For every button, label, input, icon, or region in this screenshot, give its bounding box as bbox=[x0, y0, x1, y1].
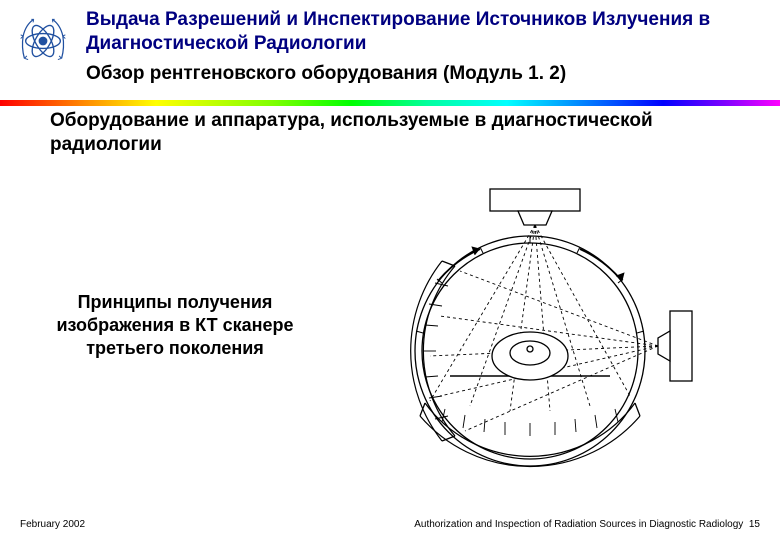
footer-source: Authorization and Inspection of Radiatio… bbox=[414, 519, 760, 530]
slide-footer: February 2002 Authorization and Inspecti… bbox=[0, 519, 780, 530]
header-text-block: Выдача Разрешений и Инспектирование Исто… bbox=[86, 8, 768, 85]
slide-title: Выдача Разрешений и Инспектирование Исто… bbox=[86, 8, 768, 56]
figure-caption: Принципы получения изображения в КТ скан… bbox=[40, 291, 320, 361]
footer-date: February 2002 bbox=[20, 519, 85, 530]
slide-header: Выдача Разрешений и Инспектирование Исто… bbox=[0, 0, 780, 89]
slide-subtitle: Обзор рентгеновского оборудования (Модул… bbox=[86, 62, 768, 86]
rainbow-divider bbox=[0, 93, 780, 99]
iaea-logo-icon bbox=[12, 10, 74, 72]
section-heading: Оборудование и аппаратура, используемые … bbox=[0, 99, 780, 157]
content-row: Принципы получения изображения в КТ скан… bbox=[0, 157, 780, 471]
ct-scanner-schematic bbox=[320, 181, 720, 471]
